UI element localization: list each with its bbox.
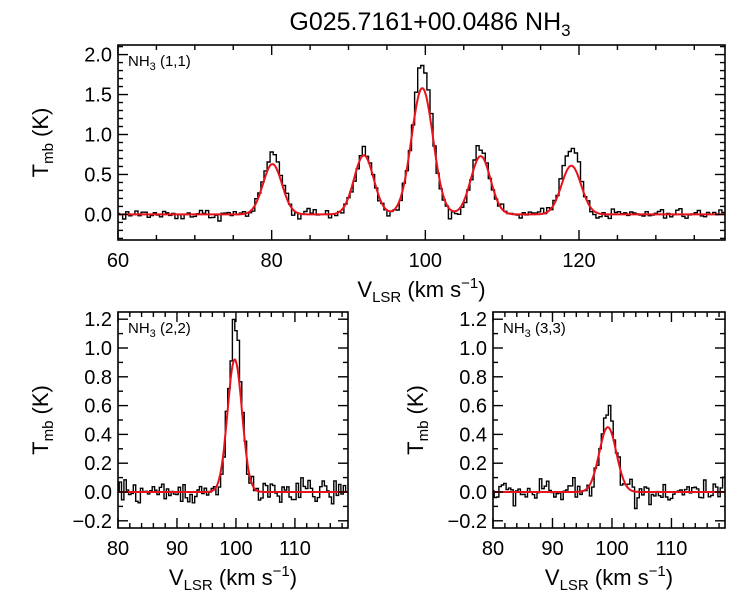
y-tick-label: 0.4	[459, 424, 487, 446]
model-fit-curve	[118, 87, 725, 216]
observed-spectrum	[118, 318, 348, 505]
y-tick-label: 0.5	[84, 164, 112, 186]
y-tick-label: 0.0	[459, 482, 487, 504]
y-tick-label: 0.4	[84, 424, 112, 446]
panel-label: NH3 (2,2)	[128, 320, 191, 340]
x-tick-label: 120	[562, 250, 595, 272]
y-axis-label: Tmb (K)	[28, 108, 57, 178]
y-tick-label: 1.0	[459, 338, 487, 360]
panel-label: NH3 (1,1)	[128, 53, 191, 73]
x-tick-label: 90	[166, 538, 188, 560]
y-tick-label: −0.2	[448, 511, 487, 533]
y-tick-label: 0.6	[84, 396, 112, 418]
y-tick-label: 0.6	[459, 396, 487, 418]
y-tick-label: 1.0	[84, 338, 112, 360]
y-tick-label: 1.0	[84, 125, 112, 147]
panel-nh3-11: 60 80 100 120 0.0 0.5 1.0 1.5 2.0 NH3 (1,1) VLSR (…	[28, 44, 726, 306]
x-axis-label: VLSR (km s−1)	[545, 563, 673, 594]
panel-label: NH3 (3,3)	[503, 320, 566, 340]
model-fit-curve	[493, 426, 725, 493]
x-tick-label: 60	[107, 250, 129, 272]
y-tick-label: 0.2	[84, 453, 112, 475]
y-tick-label: 0.0	[84, 482, 112, 504]
panel-nh3-33: 80 90 100 110 −0.2 0.0 0.2 0.4 0.6 0.8 1.0 1.2 NH3 (…	[403, 309, 726, 594]
figure-title-sub: 3	[561, 21, 570, 40]
y-tick-label: 0.8	[84, 367, 112, 389]
y-tick-label: 1.2	[84, 309, 112, 331]
y-tick-label: 2.0	[84, 45, 112, 67]
x-tick-label: 80	[107, 538, 129, 560]
x-tick-label: 80	[261, 250, 283, 272]
y-tick-label: −0.2	[73, 511, 112, 533]
x-tick-label: 100	[409, 250, 442, 272]
y-axis-label: Tmb (K)	[403, 385, 432, 455]
x-tick-label: 100	[595, 538, 628, 560]
panel-nh3-22: 80 90 100 110 −0.2 0.0 0.2 0.4 0.6 0.8 1.0 1.2 NH3 (…	[28, 309, 349, 594]
y-tick-label: 0.2	[459, 453, 487, 475]
x-tick-label: 80	[482, 538, 504, 560]
x-axis-label: VLSR (km s−1)	[357, 275, 485, 306]
y-tick-label: 0.8	[459, 367, 487, 389]
y-tick-label: 1.2	[459, 309, 487, 331]
y-tick-label: 1.5	[84, 85, 112, 107]
x-tick-label: 90	[541, 538, 563, 560]
y-tick-label: 0.0	[84, 204, 112, 226]
figure-title: G025.7161+00.0486 NH3	[289, 8, 570, 40]
observed-spectrum	[493, 404, 725, 510]
x-tick-label: 110	[279, 538, 311, 560]
figure-title-main: G025.7161+00.0486 NH	[289, 8, 561, 36]
model-fit-curve	[118, 358, 348, 493]
x-tick-label: 110	[656, 538, 688, 560]
x-axis-label: VLSR (km s−1)	[169, 563, 297, 594]
y-axis-label: Tmb (K)	[28, 385, 57, 455]
x-tick-label: 100	[219, 538, 252, 560]
